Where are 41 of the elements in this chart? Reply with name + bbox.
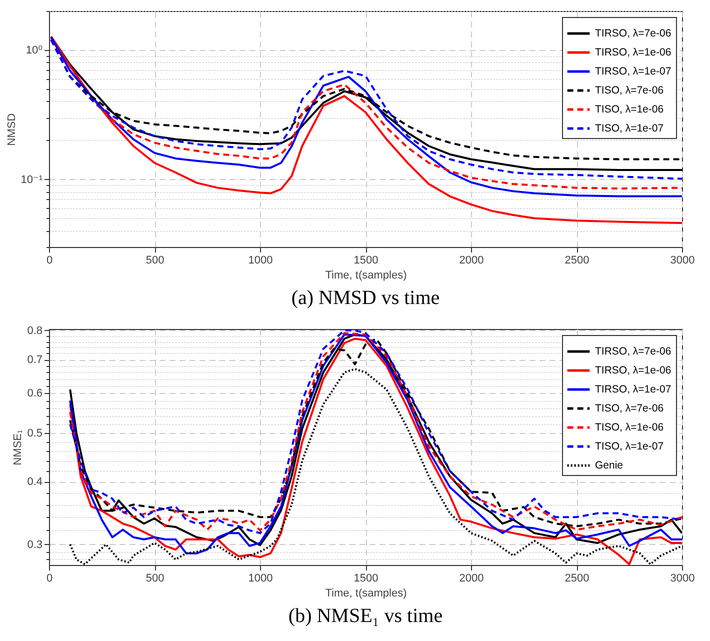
x-tick-label: 1000 bbox=[248, 572, 273, 584]
legend-label: TIRSO, λ=1e-07 bbox=[595, 66, 672, 78]
y-tick-label: 10⁰ bbox=[26, 44, 44, 56]
y-tick-label: 0.8 bbox=[27, 324, 42, 337]
x-axis-title: Time, t(samples) bbox=[325, 270, 407, 282]
legend-label: TISO, λ=1e-07 bbox=[595, 440, 664, 452]
y-tick-label: 0.4 bbox=[27, 476, 42, 488]
y-tick-label: 0.7 bbox=[27, 354, 42, 366]
legend-label: TIRSO, λ=7e-06 bbox=[595, 28, 672, 40]
text: (b) NMSE₁ vs time bbox=[288, 605, 443, 627]
legend-label: TIRSO, λ=1e-06 bbox=[595, 46, 672, 58]
x-tick-label: 2500 bbox=[564, 572, 590, 584]
x-tick-label: 0 bbox=[46, 254, 53, 266]
x-tick-label: 1000 bbox=[248, 254, 273, 266]
y-tick-label: 0.3 bbox=[27, 538, 42, 551]
x-tick-label: 0 bbox=[46, 572, 53, 584]
x-tick-label: 3000 bbox=[670, 254, 695, 266]
x-tick-label: 3000 bbox=[670, 572, 695, 584]
x-axis-title: Time, t(samples) bbox=[325, 588, 407, 600]
x-tick-label: 1500 bbox=[354, 254, 378, 266]
x-tick-label: 1500 bbox=[354, 572, 378, 584]
legend-label: TIRSO, λ=1e-06 bbox=[595, 364, 672, 376]
x-tick-label: 500 bbox=[146, 254, 164, 266]
y-tick-label: 0.6 bbox=[27, 388, 42, 400]
legend-label: TISO, λ=1e-07 bbox=[595, 122, 664, 134]
text: (a) NMSD vs time bbox=[291, 287, 440, 309]
x-tick-label: 2500 bbox=[564, 254, 590, 266]
legend-label: TISO, λ=7e-06 bbox=[595, 402, 664, 414]
x-tick-label: 2000 bbox=[459, 254, 484, 266]
y-tick-label: 10⁻¹ bbox=[20, 174, 43, 186]
y-tick-label: 0.5 bbox=[27, 427, 42, 440]
y-axis-title: NMSD bbox=[6, 113, 18, 146]
x-tick-label: 500 bbox=[146, 572, 164, 584]
legend-label: TISO, λ=7e-06 bbox=[595, 84, 664, 96]
legend-label: TIRSO, λ=7e-06 bbox=[595, 346, 672, 358]
legend-label: TISO, λ=1e-06 bbox=[595, 104, 664, 116]
y-axis-title: NMSE₁ bbox=[12, 429, 24, 466]
legend-label: TIRSO, λ=1e-07 bbox=[595, 384, 672, 396]
x-tick-label: 2000 bbox=[459, 572, 484, 584]
legend-label: Genie bbox=[595, 460, 624, 472]
legend-label: TISO, λ=1e-06 bbox=[595, 422, 664, 434]
